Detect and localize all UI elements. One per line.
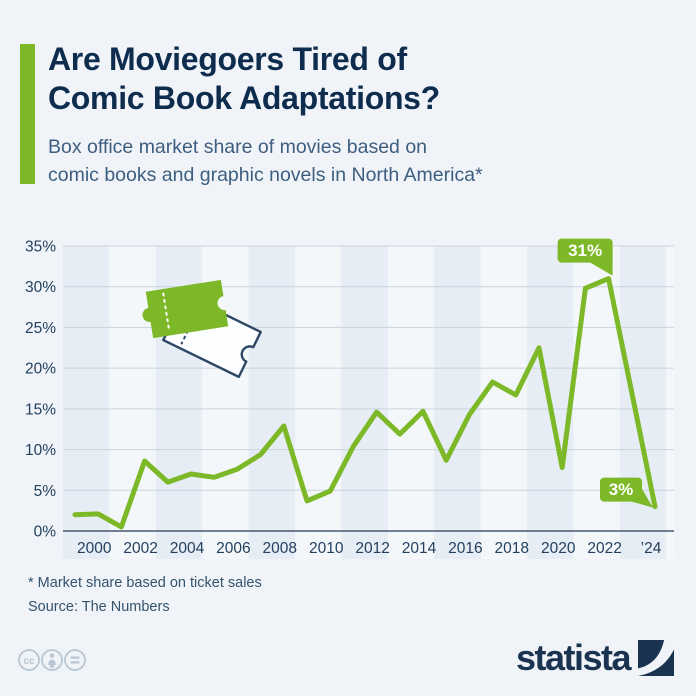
x-tick-label: 2020 — [541, 540, 576, 557]
x-tick-label: 2000 — [77, 540, 112, 557]
x-tick-label: 2022 — [587, 540, 621, 557]
y-tick-label: 20% — [25, 361, 56, 378]
footnote: * Market share based on ticket sales — [28, 575, 262, 591]
statista-logo-mark — [638, 640, 674, 676]
attribution-icon[interactable] — [41, 649, 63, 671]
y-tick-label: 25% — [25, 320, 56, 337]
x-tick-label: 2016 — [448, 540, 482, 557]
x-tick-label: 2002 — [123, 540, 157, 557]
plot-band — [666, 246, 674, 559]
plot-band — [248, 246, 295, 559]
plot-band — [434, 246, 481, 559]
source-credit: Source: The Numbers — [28, 599, 170, 615]
chart-subtitle-line2: comic books and graphic novels in North … — [48, 164, 483, 186]
y-tick-label: 10% — [25, 442, 56, 459]
y-tick-label: 0% — [34, 524, 57, 541]
x-tick-label: 2008 — [263, 540, 297, 557]
y-tick-label: 5% — [34, 483, 57, 500]
plot-band — [341, 246, 388, 559]
title-accent-bar — [20, 44, 35, 184]
callout-value-label: 31% — [568, 241, 602, 260]
chart-subtitle-line1: Box office market share of movies based … — [48, 136, 428, 158]
plot-band — [63, 246, 110, 559]
statista-wordmark: statista — [515, 637, 632, 678]
x-tick-label: 2018 — [495, 540, 529, 557]
x-tick-label: 2006 — [216, 540, 250, 557]
x-tick-label: 2010 — [309, 540, 344, 557]
no-derivatives-icon[interactable] — [64, 649, 86, 671]
license-icons[interactable]: cc — [18, 648, 86, 677]
callout-value-label: 3% — [609, 480, 634, 499]
green-ticket-perforation — [162, 292, 171, 333]
y-tick-label: 15% — [25, 401, 56, 418]
page-title-line2: Comic Book Adaptations? — [48, 80, 440, 116]
plot-band — [387, 246, 435, 559]
x-tick-label: 2004 — [170, 540, 205, 557]
chart-subtitle: Box office market share of movies based … — [48, 133, 483, 189]
chart-grid-layer: 0% 5% 10% 15% 20% 25% 30% 35% 2000 2002 2004 2006 20… — [25, 239, 674, 559]
chart-line-layer: 31% 3% — [72, 238, 658, 530]
plot-band — [619, 246, 667, 559]
page-title: Are Moviegoers Tired of Comic Book Adapt… — [48, 40, 440, 118]
plot-band — [480, 246, 527, 559]
plot-band — [295, 246, 342, 559]
movie-tickets-illustration — [142, 279, 262, 379]
market-share-line — [72, 276, 658, 530]
y-tick-label: 35% — [25, 239, 56, 256]
callout-2022: 31% — [557, 238, 613, 276]
y-tick-label: 30% — [25, 279, 56, 296]
x-tick-label: 2014 — [402, 540, 437, 557]
statista-logo[interactable]: statista — [516, 640, 674, 676]
svg-text:cc: cc — [23, 656, 35, 667]
x-tick-label: 2012 — [355, 540, 389, 557]
x-tick-label: ’24 — [641, 540, 662, 557]
callout-2024: 3% — [600, 477, 653, 508]
cc-icon[interactable]: cc — [18, 649, 40, 671]
page-title-line1: Are Moviegoers Tired of — [48, 41, 407, 77]
